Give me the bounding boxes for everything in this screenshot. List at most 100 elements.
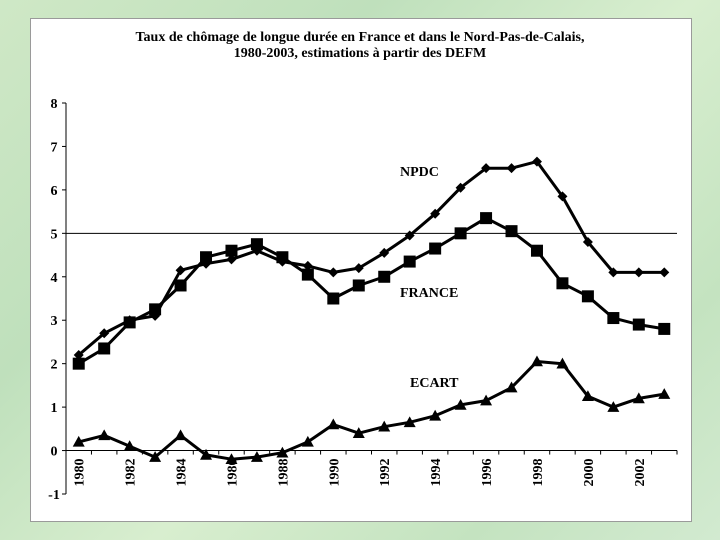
data-point-ecart [276, 446, 289, 458]
y-tick-label: 8 [51, 97, 58, 112]
series-line-ecart [78, 360, 665, 461]
data-point-france [556, 277, 569, 290]
data-point-france [250, 238, 263, 251]
data-point-france [429, 242, 442, 255]
series-france [72, 212, 671, 370]
series-line-npdc [77, 160, 665, 357]
x-tick-label: 1980 [73, 459, 88, 487]
data-point-france [174, 279, 187, 292]
x-tick-label: 2002 [633, 459, 648, 487]
x-tick-label: 2000 [582, 459, 597, 487]
data-point-ecart [658, 388, 671, 399]
data-point-ecart [403, 416, 416, 428]
y-tick-label: 3 [51, 314, 58, 329]
data-point-npdc [608, 267, 619, 278]
chart-title-block: Taux de chômage de longue durée en Franc… [30, 30, 690, 62]
series-npdc [73, 156, 670, 360]
data-point-france [480, 212, 493, 225]
data-point-ecart [480, 394, 493, 406]
data-point-france [378, 270, 391, 283]
data-point-ecart [149, 451, 162, 462]
data-point-france [403, 255, 416, 268]
data-point-france [276, 251, 289, 264]
series-group [72, 156, 671, 465]
x-tick-label: 1994 [429, 459, 444, 487]
data-point-france [632, 318, 645, 331]
y-tick-label: 0 [51, 445, 58, 460]
data-point-npdc [73, 349, 84, 360]
data-point-ecart [505, 381, 518, 393]
data-point-france [454, 227, 467, 240]
x-tick-label: 1998 [531, 459, 546, 487]
data-point-ecart [123, 440, 136, 452]
data-point-ecart [632, 392, 645, 404]
data-point-npdc [506, 163, 517, 174]
data-point-npdc [353, 263, 364, 274]
data-point-npdc [531, 156, 542, 167]
y-tick-label: 2 [51, 358, 58, 373]
x-tick-label: 1982 [124, 459, 139, 487]
data-point-npdc [481, 163, 492, 174]
x-tick-label: 1986 [225, 459, 240, 487]
data-point-ecart [352, 427, 365, 438]
data-point-ecart [225, 453, 238, 465]
data-point-france [123, 316, 136, 329]
data-point-france [225, 244, 238, 257]
series-label-npdc: NPDC [400, 165, 439, 180]
data-point-ecart [530, 355, 543, 367]
data-point-npdc [404, 230, 415, 241]
y-tick-label: 7 [51, 140, 58, 155]
data-point-ecart [301, 435, 314, 447]
y-tick-label: -1 [48, 488, 60, 503]
data-point-npdc [659, 267, 670, 278]
data-point-ecart [378, 420, 391, 432]
chart-title: Taux de chômage de longue durée en Franc… [135, 30, 585, 45]
data-point-npdc [633, 267, 644, 278]
data-point-france [530, 244, 543, 257]
data-point-ecart [454, 398, 467, 410]
data-point-npdc [557, 191, 568, 202]
data-point-france [505, 225, 518, 238]
data-point-ecart [429, 409, 442, 421]
data-point-france [149, 303, 162, 316]
y-ticks: -1 0 1 2 3 4 5 6 7 8 [48, 97, 66, 503]
data-point-france [301, 268, 314, 281]
data-point-npdc [455, 182, 466, 193]
data-point-npdc [582, 237, 593, 248]
data-point-npdc [226, 254, 237, 265]
data-point-france [98, 342, 111, 355]
data-point-ecart [607, 401, 620, 412]
data-point-france [72, 357, 85, 370]
data-point-ecart [327, 418, 340, 430]
series-label-france: FRANCE [400, 286, 458, 301]
data-point-ecart [250, 451, 263, 462]
data-point-ecart [72, 435, 85, 447]
series-label-ecart: ECART [410, 376, 459, 391]
data-point-france [607, 312, 620, 325]
data-point-france [327, 292, 340, 305]
y-tick-label: 5 [51, 227, 58, 242]
data-point-ecart [200, 448, 213, 460]
x-tick-label: 1984 [175, 459, 190, 487]
series-line-france [77, 216, 665, 365]
chart-subtitle: 1980-2003, estimations à partir des DEFM [233, 46, 487, 61]
data-point-npdc [430, 208, 441, 219]
data-point-ecart [581, 390, 594, 402]
data-point-france [658, 322, 671, 335]
data-point-ecart [174, 429, 187, 441]
data-point-npdc [379, 247, 390, 258]
x-tick-label: 1990 [327, 459, 342, 487]
data-point-france [200, 251, 213, 264]
data-point-ecart [98, 429, 111, 441]
x-ticks: 1980 1982 1984 1986 1988 1990 1992 1994 1996 1998… [65, 450, 678, 487]
data-point-npdc [328, 267, 339, 278]
data-point-ecart [556, 357, 569, 369]
series-ecart [72, 355, 671, 465]
data-point-npdc [99, 328, 110, 339]
y-tick-label: 1 [51, 401, 58, 416]
y-tick-label: 6 [51, 184, 58, 199]
x-tick-label: 1996 [480, 459, 495, 487]
y-tick-label: 4 [51, 271, 58, 286]
